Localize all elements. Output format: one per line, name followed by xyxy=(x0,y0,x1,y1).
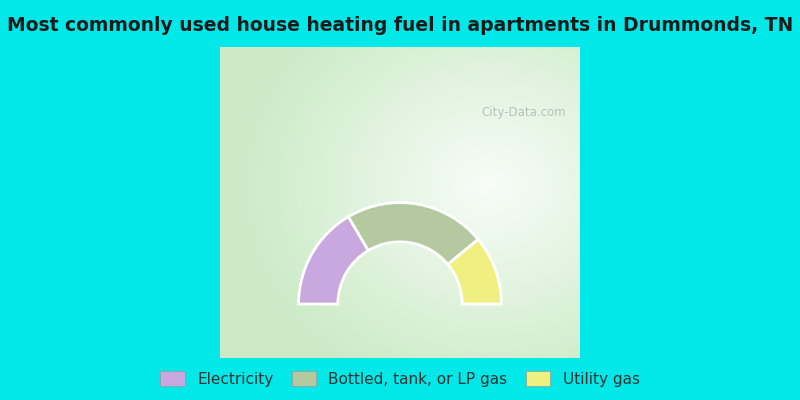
Wedge shape xyxy=(348,203,478,264)
Legend: Electricity, Bottled, tank, or LP gas, Utility gas: Electricity, Bottled, tank, or LP gas, U… xyxy=(154,365,646,393)
Text: Most commonly used house heating fuel in apartments in Drummonds, TN: Most commonly used house heating fuel in… xyxy=(7,16,793,36)
Wedge shape xyxy=(448,239,502,304)
Text: City-Data.com: City-Data.com xyxy=(481,106,566,119)
Wedge shape xyxy=(298,217,368,304)
